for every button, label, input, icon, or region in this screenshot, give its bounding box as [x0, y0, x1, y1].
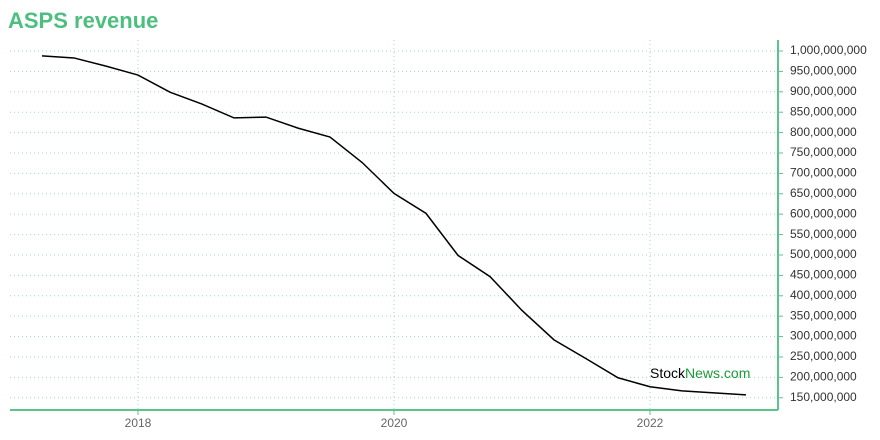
line-series [41, 55, 747, 396]
y-tick-label: 900,000,000 [790, 84, 857, 98]
y-tick-label: 300,000,000 [790, 329, 857, 343]
y-tick-label: 950,000,000 [790, 64, 857, 78]
y-tick-label: 350,000,000 [790, 308, 857, 322]
x-tick-label: 2022 [637, 416, 664, 430]
y-tick-label: 800,000,000 [790, 125, 857, 139]
watermark: StockNews.com [650, 365, 750, 381]
y-tick-label: 550,000,000 [790, 227, 857, 241]
watermark-part: Stock [650, 365, 686, 381]
x-tick-label: 2018 [125, 416, 152, 430]
watermark-part: News.com [685, 365, 750, 381]
y-tick-label: 850,000,000 [790, 104, 857, 118]
y-tick-label: 750,000,000 [790, 145, 857, 159]
y-tick-label: 500,000,000 [790, 247, 857, 261]
y-tick-label: 650,000,000 [790, 186, 857, 200]
y-tick-label: 450,000,000 [790, 268, 857, 282]
y-tick-label: 1,000,000,000 [790, 43, 867, 57]
chart-title: ASPS revenue [8, 8, 158, 33]
x-tick-label: 2020 [381, 416, 408, 430]
y-tick-label: 200,000,000 [790, 370, 857, 384]
y-tick-label: 150,000,000 [790, 390, 857, 404]
y-tick-label: 700,000,000 [790, 166, 857, 180]
y-tick-label: 600,000,000 [790, 206, 857, 220]
y-tick-label: 250,000,000 [790, 349, 857, 363]
y-tick-label: 400,000,000 [790, 288, 857, 302]
